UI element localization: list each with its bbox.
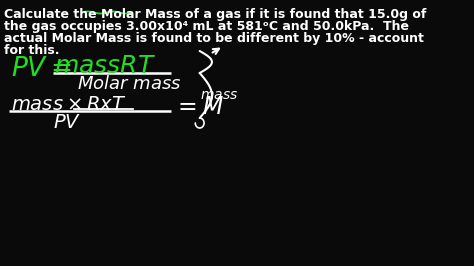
Text: $\it{PV=}$: $\it{PV=}$ — [10, 56, 71, 82]
Text: the gas occupies 3.00x10⁴ mL at 581ᵒC and 50.0kPa.  The: the gas occupies 3.00x10⁴ mL at 581ᵒC an… — [4, 20, 410, 33]
Text: $\it{mass \times RxT}$: $\it{mass \times RxT}$ — [10, 95, 126, 114]
Text: Calculate the Molar Mass of a gas if it is found that 15.0g of: Calculate the Molar Mass of a gas if it … — [4, 8, 427, 21]
Text: $\it{mass}$: $\it{mass}$ — [200, 88, 238, 102]
Text: actual Molar Mass is found to be different by 10% - account: actual Molar Mass is found to be differe… — [4, 32, 424, 45]
Text: $\it{Molar\ mass}$: $\it{Molar\ mass}$ — [77, 75, 182, 93]
Text: $\it{PV}$: $\it{PV}$ — [53, 113, 81, 132]
Text: $\it{massRT}$: $\it{massRT}$ — [55, 54, 156, 78]
Text: for this.: for this. — [4, 44, 60, 57]
Text: $\it{=M}$: $\it{=M}$ — [173, 95, 224, 119]
